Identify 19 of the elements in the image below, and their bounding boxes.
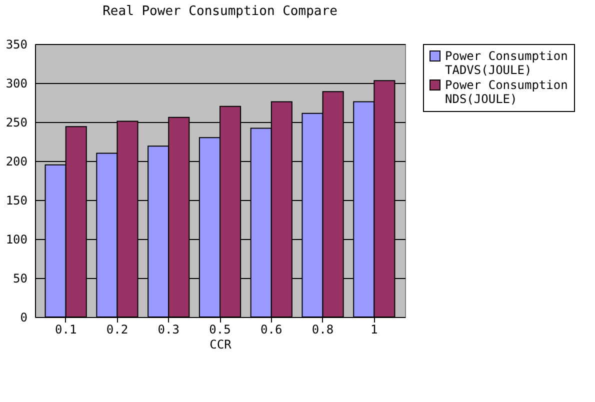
y-tick-label: 150 [6,194,28,208]
x-tick-label: 0.3 [158,322,180,336]
legend-label: Power Consumption TADVS(JOULE) [445,49,568,77]
chart-title: Real Power Consumption Compare [102,4,338,19]
x-tick-label: 0.5 [209,322,231,336]
y-tick-label: 100 [6,232,28,246]
x-tick-label: 0.6 [260,322,282,336]
y-tick-label: 300 [6,76,28,90]
y-tick-label: 250 [6,116,28,130]
x-tick-label: 0.8 [312,322,334,336]
x-tick-label: 1 [370,322,378,336]
x-tick-label: 0.2 [106,322,128,336]
legend-label: Power Consumption NDS(JOULE) [445,78,568,106]
y-tick-label: 350 [6,38,28,52]
x-axis-title: CCR [210,338,232,352]
y-tick-label: 50 [13,272,28,286]
x-tick-label: 0.1 [54,322,77,336]
y-tick-label: 200 [6,154,28,168]
y-tick-label: 0 [20,310,28,324]
